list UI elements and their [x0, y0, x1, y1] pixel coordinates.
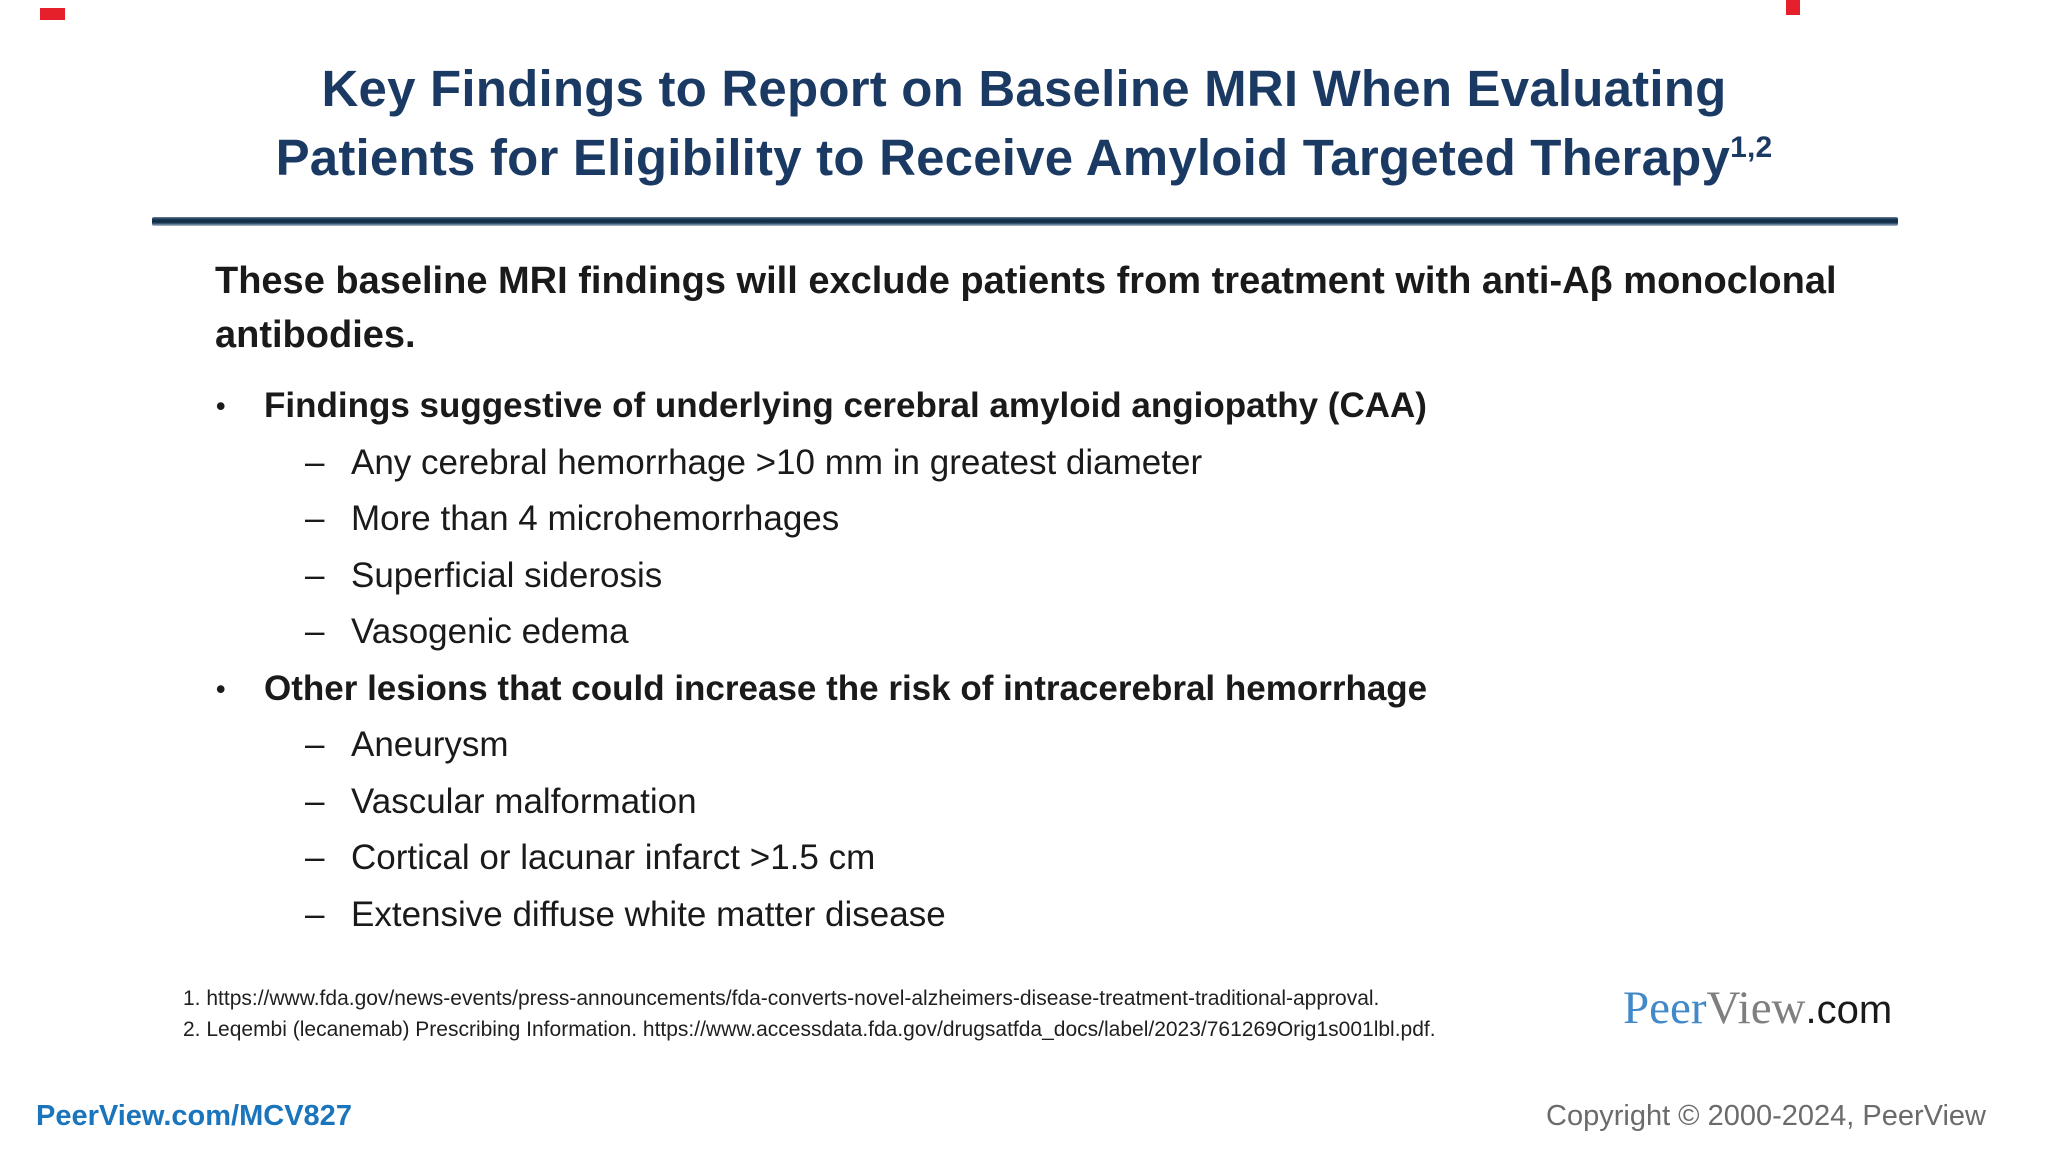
dash-marker: – — [305, 781, 325, 821]
sub-bullet-label: Cortical or lacunar infarct >1.5 cm — [351, 838, 876, 877]
sub-bullet-item: – Extensive diffuse white matter disease — [213, 887, 1913, 944]
bullet-label: Findings suggestive of underlying cerebr… — [264, 386, 1427, 425]
sub-bullet-label: Vascular malformation — [351, 781, 697, 821]
logo-peer: Peer — [1623, 982, 1707, 1034]
bullet-label: Other lesions that could increase the ri… — [264, 668, 1428, 708]
sub-bullet-item: – Vascular malformation — [213, 774, 1913, 831]
sub-bullet-item: – Any cerebral hemorrhage >10 mm in grea… — [213, 435, 1913, 492]
sub-bullet-label: Any cerebral hemorrhage >10 mm in greate… — [351, 442, 1203, 482]
sub-bullet-label: Superficial siderosis — [351, 555, 663, 595]
footnotes: 1. https://www.fda.gov/news-events/press… — [183, 983, 1436, 1045]
bullet-marker: • — [216, 673, 226, 704]
page-title-line2: Patients for Eligibility to Receive Amyl… — [275, 129, 1773, 186]
dash-marker: – — [305, 499, 325, 538]
page-title-line1: Key Findings to Report on Baseline MRI W… — [321, 60, 1727, 117]
logo-com: .com — [1805, 988, 1893, 1032]
copyright-text: Copyright © 2000-2024, PeerView — [1546, 1100, 1986, 1132]
logo-view: View — [1706, 982, 1806, 1034]
title-divider-rule — [152, 217, 1898, 226]
dash-marker: – — [305, 894, 325, 934]
dash-marker: – — [305, 838, 325, 877]
sub-bullet-item: – Cortical or lacunar infarct >1.5 cm — [213, 830, 1913, 887]
red-artifact-top-left — [40, 8, 65, 20]
bullet-list: • Findings suggestive of underlying cere… — [213, 378, 1913, 943]
intro-text: These baseline MRI findings will exclude… — [215, 260, 1837, 356]
sub-bullet-label: Vasogenic edema — [351, 612, 629, 651]
dash-marker: – — [305, 555, 325, 595]
sub-bullet-label: Extensive diffuse white matter disease — [351, 894, 946, 934]
title-superscript: 1,2 — [1730, 131, 1773, 164]
footnote-2: 2. Leqembi (lecanemab) Prescribing Infor… — [183, 1018, 1436, 1041]
footer-program-link: PeerView.com/MCV827 — [36, 1100, 352, 1132]
sub-bullet-item: – Aneurysm — [213, 717, 1913, 774]
page-title: Key Findings to Report on Baseline MRI W… — [74, 54, 1974, 192]
sub-bullet-item: – More than 4 microhemorrhages — [213, 491, 1913, 548]
dash-marker: – — [305, 442, 325, 482]
sub-bullet-item: – Superficial siderosis — [213, 548, 1913, 605]
bullet-item: • Findings suggestive of underlying cere… — [213, 378, 1913, 435]
red-artifact-top-right — [1786, 0, 1800, 15]
dash-marker: – — [305, 612, 325, 651]
sub-bullet-label: More than 4 microhemorrhages — [351, 499, 840, 538]
peerview-logo: PeerView.com — [1623, 982, 1892, 1036]
bullet-marker: • — [216, 391, 226, 421]
sub-bullet-item: – Vasogenic edema — [213, 604, 1913, 661]
dash-marker: – — [305, 725, 325, 764]
bullet-item: • Other lesions that could increase the … — [213, 661, 1913, 718]
sub-bullet-label: Aneurysm — [351, 725, 509, 764]
footnote-1: 1. https://www.fda.gov/news-events/press… — [183, 987, 1380, 1010]
